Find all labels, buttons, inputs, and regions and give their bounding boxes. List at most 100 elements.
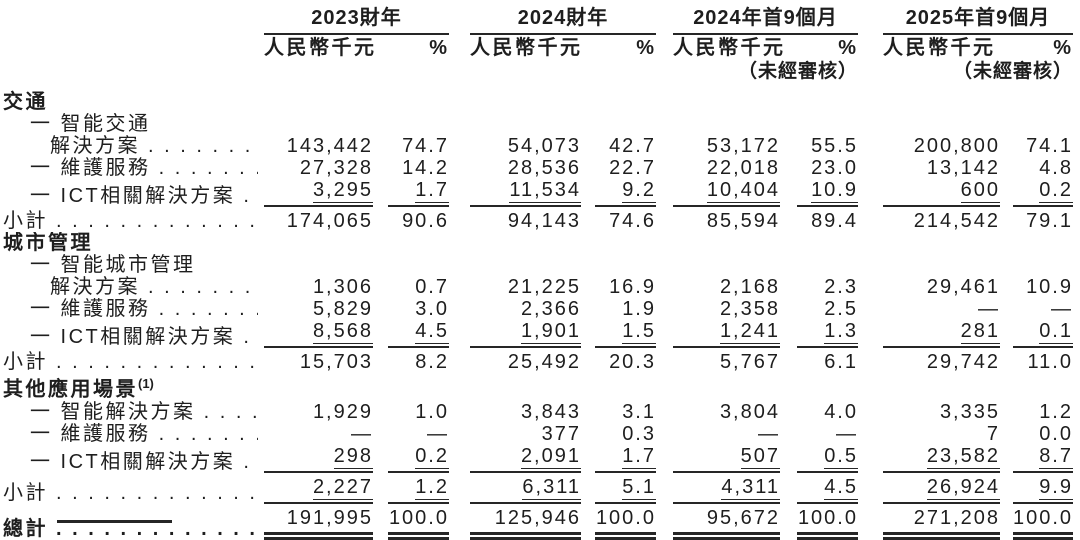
value-cell bbox=[656, 113, 780, 135]
cell-value: 1,929 bbox=[312, 400, 373, 423]
pct-cell: 23.0 bbox=[780, 157, 858, 179]
table-row: 交通 bbox=[0, 83, 1073, 113]
unit-header: 人民幣千元 bbox=[883, 37, 996, 59]
pct-cell bbox=[373, 232, 449, 254]
pct-cell: 74.7 bbox=[373, 135, 449, 157]
table-row: 一 智能解決方案 . . . . 1,929 1.0 3,843 3.1 3,804 4.0… bbox=[0, 401, 1073, 423]
row-label-text: 一 智能城市管理 bbox=[30, 254, 196, 276]
pct-cell: 22.7 bbox=[581, 157, 656, 179]
cell-value: 15,703 bbox=[299, 351, 373, 373]
cell-value: 3,843 bbox=[520, 400, 581, 423]
value-cell: 21,225 bbox=[449, 276, 581, 298]
underlined-value: 2,227 bbox=[312, 475, 373, 500]
underlined-value: 0.2 bbox=[1039, 179, 1073, 203]
pct-cell: 89.4 bbox=[780, 207, 858, 232]
value-cell: 2,091 bbox=[449, 444, 581, 473]
cell-value: 10.9 bbox=[1026, 276, 1073, 298]
cell-value: 2,358 bbox=[719, 298, 780, 320]
value-cell bbox=[449, 254, 581, 276]
table-row: 一 智能交通 bbox=[0, 113, 1073, 135]
pct-cell: 0.0 bbox=[1000, 423, 1073, 445]
row-label-text: 小計 . . . . . . . . . . . . . bbox=[3, 351, 258, 373]
value-cell: 3,295 bbox=[258, 179, 373, 207]
cell-value: 3.1 bbox=[622, 400, 656, 423]
value-cell bbox=[858, 83, 1000, 113]
cell-value: 74.1 bbox=[1026, 135, 1073, 157]
pct-cell bbox=[373, 113, 449, 135]
pct-cell: 1.3 bbox=[780, 320, 858, 348]
underlined-value: 3,295 bbox=[312, 179, 373, 203]
value-cell bbox=[858, 113, 1000, 135]
underlined-value: 9.9 bbox=[1039, 475, 1073, 500]
row-label-text: 一 智能交通 bbox=[30, 113, 151, 135]
pct-cell bbox=[780, 373, 858, 401]
cell-value: 377 bbox=[541, 422, 581, 445]
pct-cell: 8.7 bbox=[1000, 444, 1073, 473]
cell-value: 14.2 bbox=[402, 157, 449, 179]
value-cell: 298 bbox=[258, 444, 373, 473]
year-column-header: 2024年首9個月 bbox=[673, 6, 858, 35]
pct-cell: — bbox=[1000, 298, 1073, 320]
cell-value: — bbox=[427, 422, 449, 445]
label-column-spacer bbox=[0, 6, 258, 35]
table-row: 小計 . . . . . . . . . . . . . 2,227 1.2 6,31… bbox=[0, 473, 1073, 504]
cell-value: 55.5 bbox=[811, 135, 858, 157]
value-cell: 271,208 bbox=[858, 504, 1000, 540]
cell-value: 85,594 bbox=[706, 210, 780, 232]
value-cell: 26,924 bbox=[858, 473, 1000, 504]
table-row: 小計 . . . . . . . . . . . . . 15,703 8.2 25,… bbox=[0, 348, 1073, 373]
table-row: 解決方案 . . . . . . . 1,306 0.7 21,225 16.9 2,16… bbox=[0, 276, 1073, 298]
value-cell: 214,542 bbox=[858, 207, 1000, 232]
unit-header: 人民幣千元 bbox=[264, 37, 377, 59]
underlined-value: 4.5 bbox=[824, 475, 858, 500]
value-cell: 10,404 bbox=[656, 179, 780, 207]
value-cell: 4,311 bbox=[656, 473, 780, 504]
pct-cell: 1.9 bbox=[581, 298, 656, 320]
cell-value: 5,767 bbox=[719, 351, 780, 373]
underlined-value: 0.1 bbox=[1039, 320, 1073, 344]
year-column-header: 2023財年 bbox=[264, 6, 449, 35]
cell-value: 100.0 bbox=[797, 507, 858, 540]
value-cell: 94,143 bbox=[449, 207, 581, 232]
cell-value: 16.9 bbox=[609, 276, 656, 298]
value-cell: 29,742 bbox=[858, 348, 1000, 373]
underlined-value: 298 bbox=[333, 444, 373, 469]
pct-cell: 4.8 bbox=[1000, 157, 1073, 179]
cell-value: — bbox=[351, 422, 373, 445]
underlined-value: 11,534 bbox=[509, 179, 581, 203]
cell-value: 6.1 bbox=[824, 351, 858, 373]
pct-cell bbox=[1000, 373, 1073, 401]
pct-cell bbox=[780, 83, 858, 113]
pct-cell: — bbox=[373, 423, 449, 445]
cell-value: 174,065 bbox=[286, 210, 373, 232]
row-label: 一 ICT相關解決方案 . . bbox=[0, 445, 258, 473]
pct-cell bbox=[581, 254, 656, 276]
row-label-text: 小計 . . . . . . . . . . . . . bbox=[3, 481, 258, 504]
underlined-value: 0.2 bbox=[415, 444, 449, 469]
value-cell: 23,582 bbox=[858, 444, 1000, 473]
row-label: 小計 . . . . . . . . . . . . . bbox=[0, 473, 258, 504]
unaudited-note-row: （未經審核） （未經審核） bbox=[0, 61, 1073, 83]
table-row: 小計 . . . . . . . . . . . . . 174,065 90.6 9… bbox=[0, 207, 1073, 232]
value-cell: 15,703 bbox=[258, 348, 373, 373]
value-cell bbox=[656, 83, 780, 113]
value-cell: 600 bbox=[858, 179, 1000, 207]
underlined-value: 1,241 bbox=[719, 320, 780, 344]
pct-cell bbox=[373, 254, 449, 276]
pct-cell: 0.5 bbox=[780, 444, 858, 473]
cell-value: 74.6 bbox=[609, 210, 656, 232]
value-cell: 2,227 bbox=[258, 473, 373, 504]
pct-header: % bbox=[636, 37, 654, 59]
row-label-text: 一 維護服務 . . . . . . . bbox=[30, 422, 258, 445]
pct-cell: 74.6 bbox=[581, 207, 656, 232]
cell-value: — bbox=[978, 298, 1000, 320]
cell-value: — bbox=[1051, 298, 1073, 320]
value-cell: — bbox=[656, 423, 780, 445]
pct-cell: — bbox=[780, 423, 858, 445]
unaudited-note: （未經審核） bbox=[737, 61, 858, 82]
table-row: 一 維護服務 . . . . . . . 27,328 14.2 28,536 22.7… bbox=[0, 157, 1073, 179]
year-column-header: 2024財年 bbox=[470, 6, 656, 35]
underlined-value: 1.2 bbox=[415, 475, 449, 500]
value-cell: 2,358 bbox=[656, 298, 780, 320]
pct-cell bbox=[373, 373, 449, 401]
